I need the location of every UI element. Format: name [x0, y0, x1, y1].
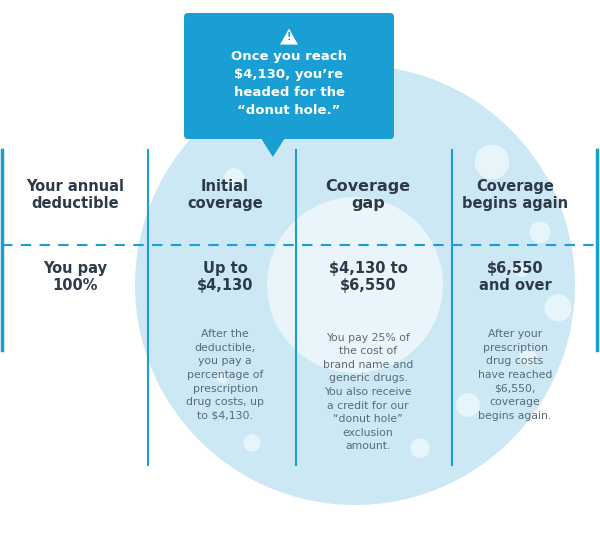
Circle shape	[244, 434, 260, 451]
Text: !: !	[287, 32, 291, 43]
Text: $4,130 to
$6,550: $4,130 to $6,550	[329, 261, 407, 293]
Circle shape	[224, 168, 244, 188]
Text: After your
prescription
drug costs
have reached
$6,550,
coverage
begins again.: After your prescription drug costs have …	[478, 329, 552, 421]
Circle shape	[456, 393, 480, 417]
FancyBboxPatch shape	[184, 13, 394, 139]
Text: Once you reach
$4,130, you’re
headed for the
“donut hole.”: Once you reach $4,130, you’re headed for…	[231, 50, 347, 117]
Circle shape	[257, 128, 271, 142]
Circle shape	[135, 65, 575, 505]
Text: Your annual
deductible: Your annual deductible	[26, 179, 124, 211]
Text: You pay
100%: You pay 100%	[43, 261, 107, 293]
Circle shape	[475, 145, 509, 179]
Text: Initial
coverage: Initial coverage	[187, 179, 263, 211]
Circle shape	[410, 438, 430, 458]
Text: Coverage
gap: Coverage gap	[325, 179, 410, 211]
Text: You pay 25% of
the cost of
brand name and
generic drugs.
You also receive
a cred: You pay 25% of the cost of brand name an…	[323, 333, 413, 451]
Text: Up to
$4,130: Up to $4,130	[197, 261, 253, 293]
Circle shape	[529, 221, 551, 243]
Text: Coverage
begins again: Coverage begins again	[462, 179, 568, 211]
Circle shape	[515, 263, 529, 277]
Polygon shape	[280, 29, 298, 45]
Circle shape	[304, 89, 320, 105]
Text: $6,550
and over: $6,550 and over	[479, 261, 551, 293]
Circle shape	[267, 197, 443, 373]
Circle shape	[545, 294, 571, 321]
Polygon shape	[259, 135, 287, 157]
Circle shape	[217, 373, 227, 383]
Text: After the
deductible,
you pay a
percentage of
prescription
drug costs, up
to $4,: After the deductible, you pay a percenta…	[186, 329, 264, 421]
Circle shape	[355, 113, 365, 124]
Circle shape	[520, 348, 536, 365]
